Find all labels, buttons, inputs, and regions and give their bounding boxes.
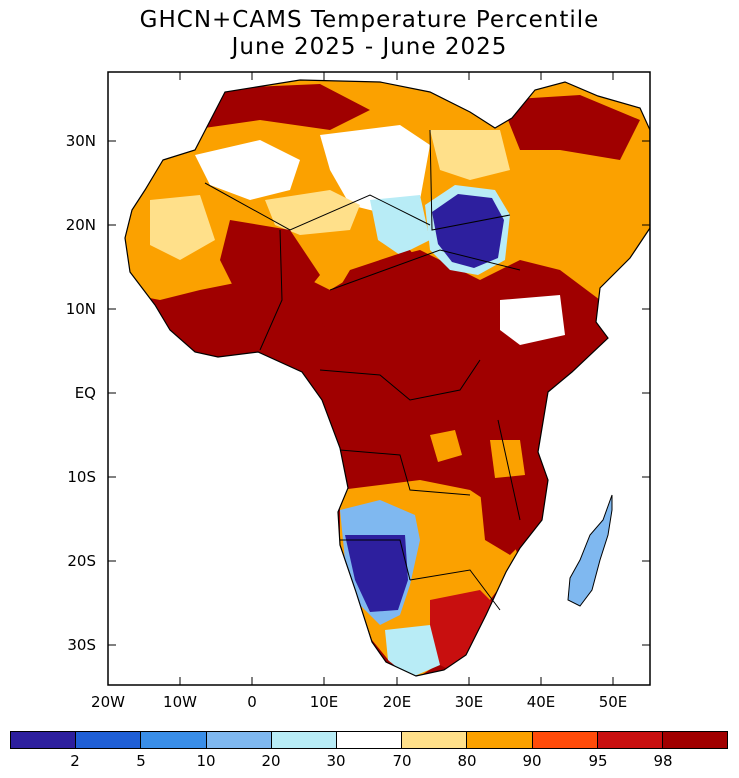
colorbar-label: 80 (457, 752, 477, 770)
lat-label-10n: 10N (65, 300, 96, 318)
lat-label-20n: 20N (65, 216, 96, 234)
lon-label-0: 0 (247, 693, 257, 711)
colorbar-swatch (206, 732, 272, 748)
colorbar-label: 95 (588, 752, 608, 770)
lat-label-20s: 20S (67, 552, 96, 570)
colorbar-swatch (271, 732, 337, 748)
lon-label-30e: 30E (454, 693, 484, 711)
colorbar-label: 2 (70, 752, 80, 770)
colorbar-swatch (662, 732, 728, 748)
colorbar (10, 731, 728, 749)
lat-label-eq: EQ (74, 384, 96, 402)
colorbar-swatch (467, 732, 533, 748)
colorbar-label: 5 (136, 752, 146, 770)
colorbar-swatch (76, 732, 142, 748)
colorbar-swatch (402, 732, 468, 748)
colorbar-label: 70 (392, 752, 412, 770)
lon-label-10w: 10W (163, 693, 197, 711)
lon-label-10e: 10E (309, 693, 339, 711)
lat-label-30n: 30N (65, 132, 96, 150)
map-subtitle: June 2025 - June 2025 (231, 34, 508, 60)
map-title: GHCN+CAMS Temperature Percentile (139, 7, 600, 33)
lat-label-30s: 30S (67, 636, 96, 654)
colorbar-swatch (532, 732, 598, 748)
colorbar-swatch (141, 732, 207, 748)
colorbar-swatch (597, 732, 663, 748)
colorbar-label: 10 (196, 752, 216, 770)
colorbar-label: 30 (326, 752, 346, 770)
lon-label-20w: 20W (91, 693, 125, 711)
colorbar-label: 98 (653, 752, 673, 770)
lon-label-50e: 50E (598, 693, 628, 711)
colorbar-label: 90 (522, 752, 542, 770)
lon-label-20e: 20E (382, 693, 412, 711)
lon-label-40e: 40E (526, 693, 556, 711)
colorbar-swatch (11, 732, 77, 748)
colorbar-label: 20 (261, 752, 281, 770)
colorbar-swatch (336, 732, 403, 748)
lat-label-10s: 10S (67, 468, 96, 486)
